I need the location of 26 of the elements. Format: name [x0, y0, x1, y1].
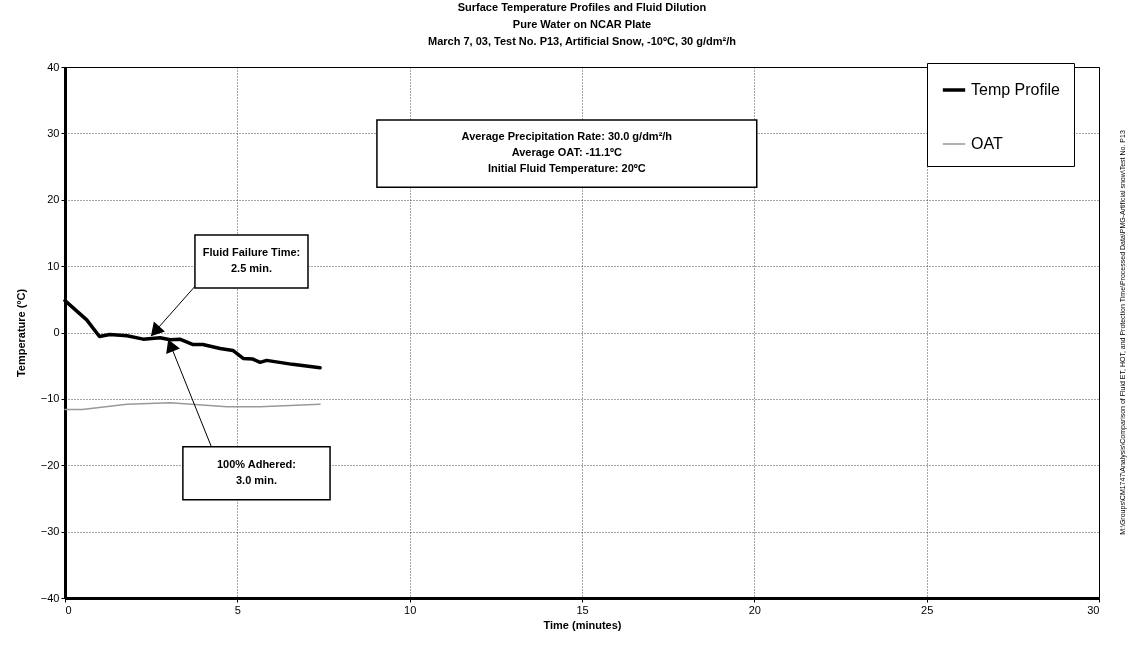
y-tick-label: −10	[40, 392, 60, 405]
legend-label: OAT	[971, 135, 1003, 152]
x-tick-label: 10	[404, 603, 417, 616]
x-axis-title: Time (minutes)	[543, 618, 622, 631]
x-tick-label: 0	[65, 603, 72, 616]
y-tick-label: 10	[47, 259, 60, 272]
y-tick-label: −30	[40, 525, 60, 538]
y-tick-label: 0	[53, 326, 60, 338]
annotation: 100% Adhered: 3.0 min.	[216, 458, 296, 487]
y-axis-title: Temperature (ºC)	[14, 288, 27, 378]
y-tick-label: −40	[40, 591, 60, 604]
chart-title: Surface Temperature Profiles and Fluid Dilution	[457, 1, 707, 13]
annotation: Average Precipitation Rate: 30.0 g/dm²/h Average OAT: -11.1ºC Initial Fluid Temperature: 20ºC	[461, 130, 673, 175]
annotation: Fluid Failure Time: 2.5 min.	[202, 246, 301, 275]
legend-label: Temp Profile	[971, 81, 1061, 98]
line-series	[64, 402, 321, 411]
x-tick-label: 15	[576, 603, 589, 616]
y-tick-label: 20	[47, 193, 60, 206]
x-tick-label: 25	[921, 603, 934, 616]
chart-subtitle: Pure Water on NCAR Plate March 7, 03, Test No. P13, Artificial Snow, -10ºC, 30 g/dm²/h	[427, 18, 737, 47]
x-tick-label: 20	[748, 603, 761, 616]
y-tick-label: 30	[47, 126, 60, 139]
x-tick-label: 5	[234, 603, 241, 616]
y-tick-label: −20	[40, 458, 60, 471]
y-tick-label: 40	[47, 60, 60, 73]
x-tick-label: 30	[1087, 603, 1100, 616]
